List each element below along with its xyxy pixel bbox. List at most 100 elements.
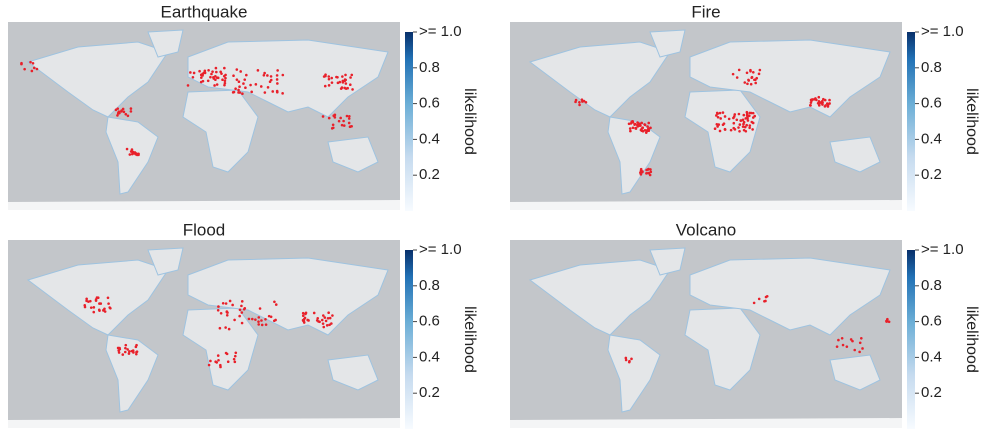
- hotspot: [344, 79, 347, 82]
- hotspot: [349, 83, 352, 86]
- hotspot: [351, 88, 354, 91]
- colorbar-tick-label: 0.4: [921, 130, 942, 147]
- hotspot: [124, 351, 127, 354]
- hotspot: [213, 84, 216, 87]
- hotspot: [329, 317, 332, 320]
- hotspot: [211, 70, 214, 73]
- hotspot: [344, 74, 347, 77]
- hotspot: [276, 74, 279, 77]
- hotspot: [223, 67, 226, 70]
- hotspot: [209, 360, 212, 363]
- hotspot: [264, 318, 267, 321]
- colorbar-tick-label: 0.6: [419, 313, 440, 330]
- hotspot: [334, 114, 337, 117]
- hotspot: [234, 355, 237, 358]
- colorbar-tick-label: >= 1.0: [419, 241, 462, 258]
- hotspot: [244, 86, 247, 89]
- hotspot: [640, 122, 643, 125]
- hotspot: [255, 83, 258, 86]
- hotspot: [274, 319, 277, 322]
- hotspot: [233, 358, 236, 361]
- hotspot: [132, 349, 135, 352]
- hotspot: [746, 117, 749, 120]
- hotspot: [276, 78, 279, 81]
- hotspot: [846, 345, 849, 348]
- hotspot: [268, 315, 271, 318]
- hotspot: [128, 352, 131, 355]
- hotspot: [328, 84, 331, 87]
- hotspot: [350, 74, 353, 77]
- hotspot: [719, 130, 722, 133]
- colorbar-tick-label: 0.2: [419, 384, 440, 401]
- hotspot: [809, 104, 812, 107]
- hotspot: [259, 307, 262, 310]
- hotspot: [241, 311, 244, 314]
- hotspot: [340, 87, 343, 90]
- hotspot: [130, 110, 133, 113]
- hotspot: [749, 124, 752, 127]
- colorbar-tick-label: 0.8: [419, 277, 440, 294]
- colorbar-tick-label: 0.4: [419, 348, 440, 365]
- hotspot: [124, 347, 127, 350]
- hotspot: [348, 115, 351, 118]
- hotspot: [719, 117, 722, 120]
- hotspot: [240, 305, 243, 308]
- hotspot: [217, 305, 220, 308]
- hotspot: [328, 78, 331, 81]
- hotspot: [238, 315, 241, 318]
- hotspot: [131, 151, 134, 154]
- hotspot: [224, 79, 227, 82]
- hotspot: [581, 98, 584, 101]
- hotspot: [744, 126, 747, 129]
- hotspot: [265, 323, 268, 326]
- hotspot: [264, 91, 267, 94]
- hotspot: [238, 80, 241, 83]
- hotspot: [828, 99, 831, 102]
- world-map: [8, 22, 400, 210]
- hotspot: [625, 357, 628, 360]
- hotspot: [824, 99, 827, 102]
- hotspot: [322, 326, 325, 329]
- hotspot: [645, 169, 648, 172]
- hotspot: [841, 337, 844, 340]
- colorbar-label: likelihood: [963, 306, 980, 373]
- hotspot: [736, 76, 739, 79]
- hotspot: [326, 324, 329, 327]
- hotspot: [209, 76, 212, 79]
- hotspot: [226, 314, 229, 317]
- hotspot: [630, 358, 633, 361]
- hotspot: [739, 119, 742, 122]
- hotspot: [92, 311, 95, 314]
- colorbar-tick-label: 0.6: [419, 95, 440, 112]
- hotspot: [275, 303, 278, 306]
- hotspot: [126, 348, 129, 351]
- hotspot: [217, 309, 220, 312]
- hotspot: [260, 319, 263, 322]
- colorbar-tick-label: 0.2: [921, 384, 942, 401]
- hotspot: [313, 312, 316, 315]
- hotspot: [238, 85, 241, 88]
- colorbar-tick-label: >= 1.0: [419, 23, 462, 40]
- hotspot: [349, 126, 352, 129]
- hotspot: [135, 344, 138, 347]
- hotspot: [766, 295, 769, 298]
- hotspot: [734, 128, 737, 131]
- hotspot: [203, 71, 206, 74]
- hotspot: [270, 75, 273, 78]
- hotspot: [746, 111, 749, 114]
- hotspot: [746, 71, 749, 74]
- hotspot: [234, 361, 237, 364]
- hotspot: [732, 122, 735, 125]
- hotspot: [241, 92, 244, 95]
- hotspot: [811, 98, 814, 101]
- hotspot: [216, 83, 219, 86]
- hotspot: [751, 76, 754, 79]
- hotspot: [574, 101, 577, 104]
- hotspot: [257, 320, 260, 323]
- hotspot: [746, 114, 749, 117]
- hotspot: [334, 116, 337, 119]
- hotspot: [266, 74, 269, 77]
- colorbar-label: likelihood: [461, 88, 478, 155]
- hotspot: [99, 302, 102, 305]
- hotspot: [724, 128, 727, 131]
